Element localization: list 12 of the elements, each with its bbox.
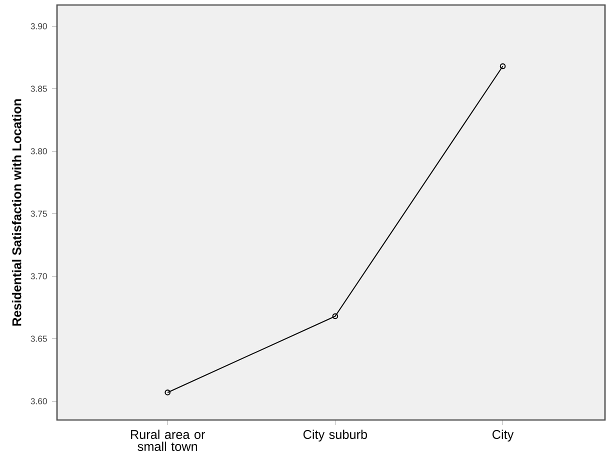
y-tick-label: 3.85 (30, 86, 47, 92)
x-tick-label: Rural area or small town (130, 430, 206, 451)
y-tick-label: 3.60 (30, 398, 47, 404)
y-tick-label: 3.70 (30, 273, 47, 280)
y-tick-label: 3.80 (30, 148, 47, 154)
y-tick-label: 3.90 (30, 23, 47, 30)
x-tick-label: City suburb (303, 430, 368, 442)
point (332, 313, 338, 320)
y-axis-title: Residential Satisfaction with Location (12, 99, 22, 326)
x-tick-label: City (492, 430, 514, 442)
y-tick-label: 3.75 (30, 210, 47, 217)
y-tick-label: 3.65 (30, 336, 47, 342)
